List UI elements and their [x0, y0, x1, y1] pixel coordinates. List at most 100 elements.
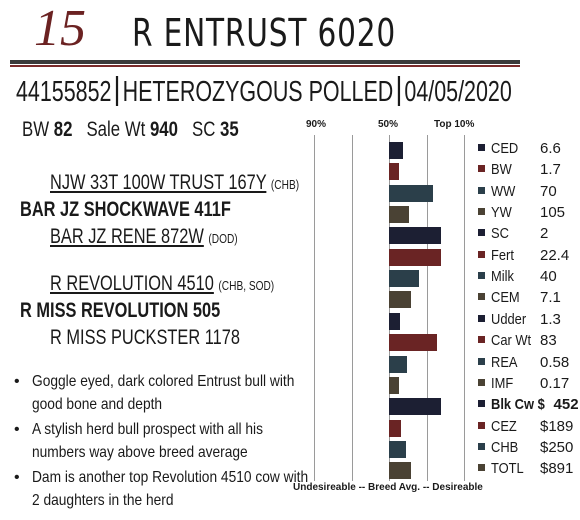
trait-value: 22.4 [540, 246, 570, 264]
trait-row: YW 105 [478, 200, 565, 226]
pedigree-dam-sire: R REVOLUTION 4510 (CHB, SOD) [50, 272, 274, 298]
trait-value: 0.17 [540, 374, 570, 392]
gridline [352, 135, 353, 481]
epd-bar-sc [389, 227, 441, 245]
trait-label: Udder [491, 310, 527, 328]
legend-square-icon [478, 165, 485, 173]
trait-label: CHB [491, 438, 519, 456]
lot-number: 15 [34, 0, 86, 57]
trait-label: SC [491, 225, 509, 243]
sire-name: BAR JZ SHOCKWAVE 411F [20, 198, 231, 221]
epd-bar-blk-cw [389, 398, 441, 416]
trait-label: Milk [491, 268, 514, 286]
legend-square-icon [478, 314, 485, 322]
dam-sire-tag: (CHB, SOD) [218, 278, 275, 293]
trait-row: CHB $250 [478, 435, 573, 461]
header-label-top10: Top 10% [434, 119, 475, 130]
description-item: • Goggle eyed, dark colored Entrust bull … [10, 370, 310, 416]
legend-square-icon [478, 400, 485, 408]
sc-label: SC [191, 118, 216, 141]
legend-square-icon [478, 208, 485, 216]
description-list: • Goggle eyed, dark colored Entrust bull … [10, 370, 310, 514]
trait-label: Blk Cw $ [491, 396, 545, 414]
epd-bar-chb [389, 440, 406, 458]
trait-label: CEZ [491, 417, 517, 435]
separator [115, 76, 119, 106]
epd-bar-ww [389, 184, 433, 202]
bullet-icon: • [14, 469, 20, 486]
sire-dam-name: BAR JZ RENE 872W [50, 225, 204, 248]
sc-value: 35 [220, 118, 239, 141]
trait-row: SC 2 [478, 221, 548, 247]
trait-label: CEM [491, 289, 520, 307]
trait-row: REA 0.58 [478, 350, 569, 376]
pedigree-sire-dam: BAR JZ RENE 872W (DOD) [50, 225, 238, 251]
trait-value: $189 [540, 417, 574, 435]
id-line: 44155852 HETEROZYGOUS POLLED 04/05/2020 [16, 74, 512, 110]
sale-wt-value: 940 [149, 118, 178, 141]
trait-value: $891 [540, 460, 574, 478]
sire-sire-name: NJW 33T 100W TRUST 167Y [50, 171, 267, 194]
trait-label: WW [491, 182, 516, 200]
description-item: • Dam is another top Revolution 4510 cow … [10, 466, 310, 512]
gridline [427, 135, 428, 481]
trait-label: CED [491, 140, 519, 157]
header-label-90: 90% [306, 119, 327, 130]
trait-row: Milk 40 [478, 264, 557, 290]
trait-value: 2 [540, 225, 549, 243]
trait-row: Fert 22.4 [478, 243, 569, 269]
header-label-50: 50% [378, 119, 399, 130]
epd-bar-rea [389, 355, 407, 373]
bullet-icon: • [14, 421, 20, 438]
description-item: • A stylish herd bull prospect with all h… [10, 418, 310, 464]
trait-row: Udder 1.3 [478, 307, 561, 333]
trait-value: 40 [540, 268, 557, 286]
birth-date: 04/05/2020 [404, 76, 512, 108]
legend-square-icon [478, 293, 485, 301]
epd-bar-cem [389, 291, 411, 309]
pedigree-dam: R MISS REVOLUTION 505 [20, 299, 220, 323]
legend-square-icon [478, 336, 485, 344]
trait-row: CED 6.6 [478, 136, 561, 162]
sire-dam-tag: (DOD) [208, 231, 238, 246]
legend-square-icon [478, 357, 485, 365]
epd-bar-car-wt [389, 334, 437, 352]
epd-bar-imf [389, 376, 399, 394]
legend-square-icon [478, 229, 485, 237]
trait-row: Blk Cw $ 452 [478, 392, 579, 418]
trait-value: 1.3 [540, 310, 561, 328]
trait-label: Fert [491, 246, 514, 264]
trait-value: 452 [553, 396, 579, 414]
trait-value: 7.1 [540, 289, 561, 307]
trait-value: 83 [540, 332, 557, 350]
animal-name: R ENTRUST 6020 [132, 11, 397, 55]
epd-bar-yw [389, 206, 409, 224]
dam-name: R MISS REVOLUTION 505 [20, 299, 221, 322]
trait-row: IMF 0.17 [478, 371, 569, 397]
pedigree-dam-dam: R MISS PUCKSTER 1178 [50, 326, 240, 350]
weight-stats: BW 82 Sale Wt 940 SC 35 [22, 117, 239, 143]
epd-bar-milk [389, 270, 419, 288]
trait-row: CEZ $189 [478, 414, 573, 440]
trait-row: Car Wt 83 [478, 328, 557, 354]
pedigree-sire: BAR JZ SHOCKWAVE 411F [20, 198, 231, 222]
legend-square-icon [478, 464, 485, 472]
chart-footer: Undesireable -- Breed Avg. -- Desireable [293, 482, 483, 493]
trait-label: Car Wt [491, 332, 532, 350]
epd-bar-cez [389, 419, 401, 437]
trait-value: $250 [540, 438, 574, 456]
header-divider-dark [10, 60, 520, 64]
legend-square-icon [478, 442, 485, 450]
trait-label: BW [491, 161, 512, 179]
bullet-icon: • [14, 373, 20, 390]
legend-square-icon [478, 186, 485, 194]
trait-value: 1.7 [540, 161, 561, 179]
epd-bar-ced [389, 142, 403, 159]
trait-value: 105 [540, 204, 566, 222]
epd-bar-bw [389, 163, 399, 181]
sire-sire-tag: (CHB) [270, 177, 300, 192]
sale-wt-label: Sale Wt [86, 118, 146, 141]
trait-label: IMF [491, 374, 514, 392]
pedigree-sire-sire: NJW 33T 100W TRUST 167Y (CHB) [50, 171, 299, 197]
trait-row: BW 1.7 [478, 157, 561, 183]
